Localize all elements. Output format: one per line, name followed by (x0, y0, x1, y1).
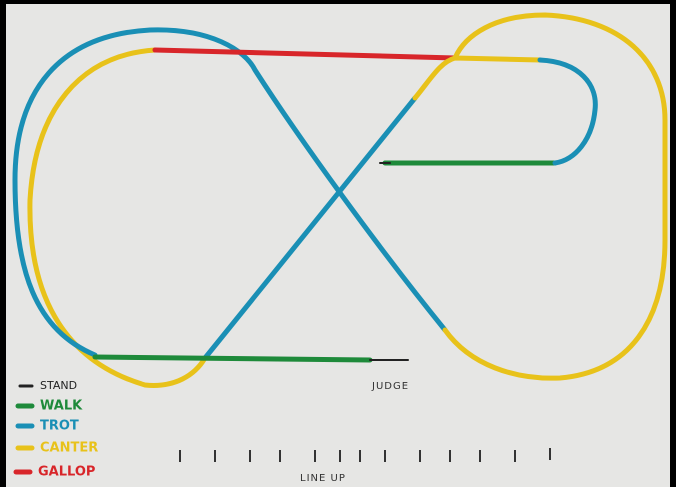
legend-label: STAND (40, 379, 77, 392)
paper (6, 4, 670, 487)
judge-label: JUDGE (371, 381, 409, 392)
page: JUDGE LINE UP STAND WALK TROT CANTER GAL… (0, 0, 676, 487)
legend-label: WALK (40, 399, 83, 414)
line-up-label: LINE UP (300, 473, 346, 484)
legend-label: GALLOP (38, 465, 95, 480)
legend-label: CANTER (40, 441, 98, 456)
legend-label: TROT (40, 419, 79, 434)
walk-track (95, 357, 370, 360)
diagram: JUDGE LINE UP STAND WALK TROT CANTER GAL… (0, 0, 676, 487)
